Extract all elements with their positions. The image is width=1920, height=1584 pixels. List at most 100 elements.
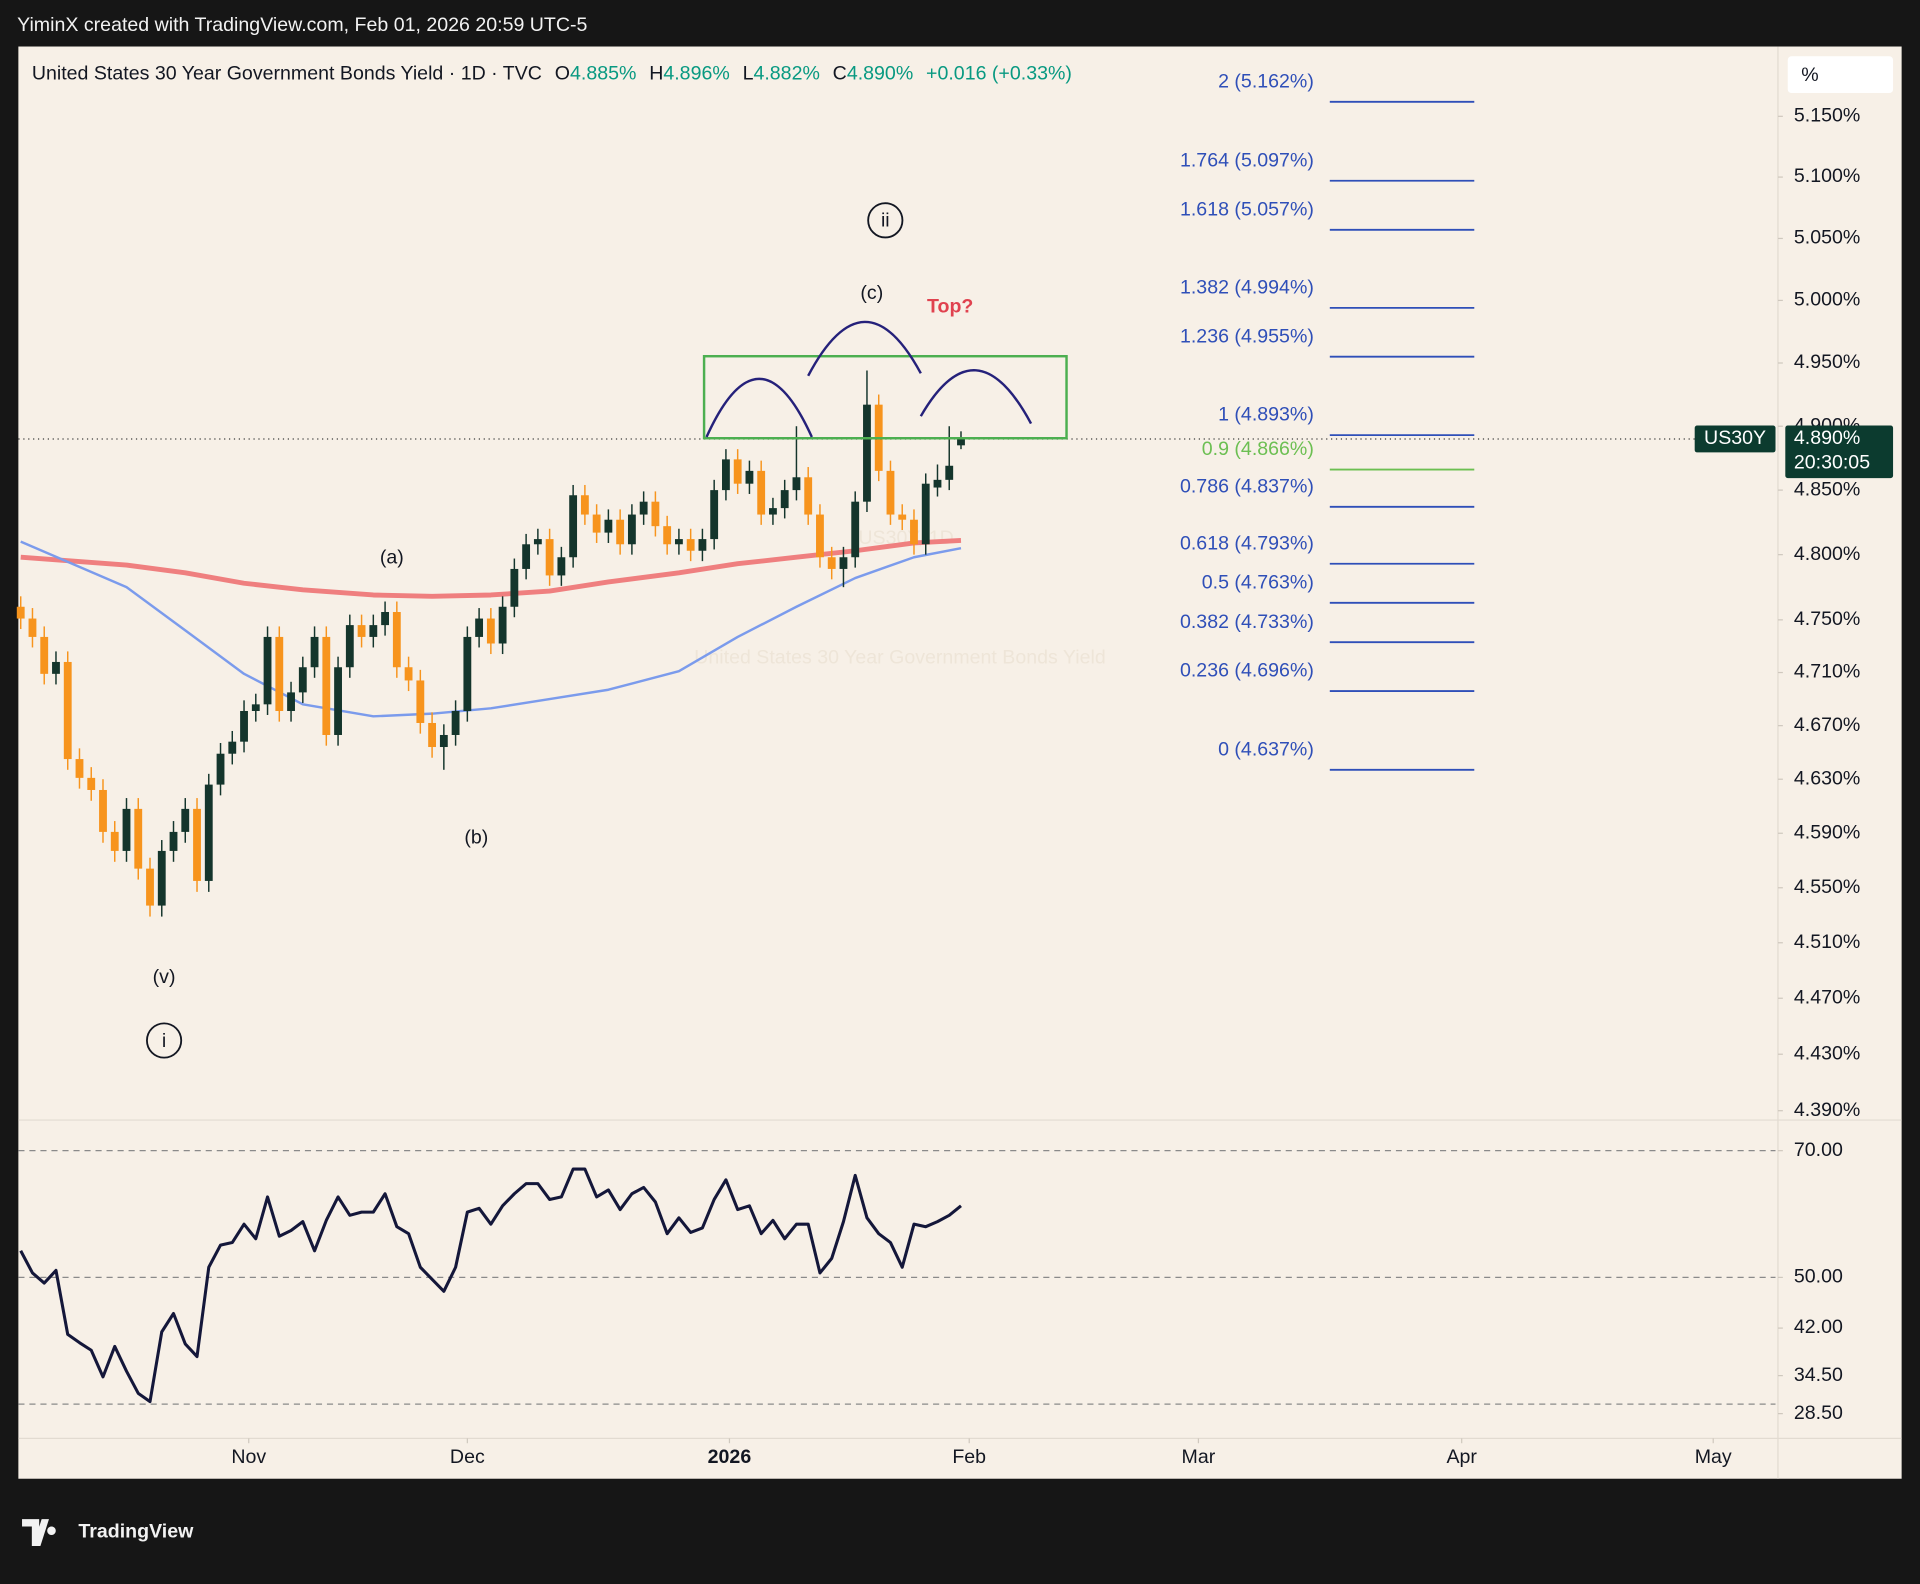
candle-body	[698, 539, 707, 551]
candle-body	[216, 753, 225, 785]
y-tick-label: 4.390%	[1794, 1099, 1860, 1121]
candle-body	[310, 636, 319, 668]
candle-body	[75, 759, 84, 778]
y-tick-label: 4.430%	[1794, 1042, 1860, 1064]
x-tick-label: Feb	[952, 1446, 986, 1468]
candle-body	[381, 611, 389, 626]
candle-body	[28, 618, 37, 637]
candle-body	[16, 606, 25, 619]
candle-body	[745, 470, 754, 484]
candle-body	[522, 544, 531, 569]
candle-body	[863, 404, 871, 502]
fib-label: 0.9 (4.866%)	[1202, 438, 1314, 460]
candle-body	[240, 710, 248, 742]
candle-body	[451, 710, 460, 735]
candle-body	[580, 495, 589, 515]
candle-body	[910, 519, 918, 545]
fib-label: 0.382 (4.733%)	[1180, 611, 1314, 633]
legend-c-value: 4.890%	[847, 63, 913, 85]
y-tick-label: 4.710%	[1794, 661, 1860, 683]
candle-body	[99, 789, 107, 832]
candle-body	[40, 636, 49, 674]
legend-change: +0.016 (+0.33%)	[926, 63, 1072, 85]
x-tick-label: Mar	[1182, 1446, 1216, 1468]
legend-h: H	[649, 63, 663, 85]
candle-body	[898, 514, 907, 520]
y-tick-label: 5.150%	[1794, 104, 1860, 126]
candle-body	[816, 514, 824, 558]
candle-body	[475, 618, 484, 637]
symbol-tag-text: US30Y	[1704, 427, 1766, 449]
candle-body	[463, 636, 472, 711]
y-tick-label: 4.550%	[1794, 876, 1860, 898]
x-tick-label: 2026	[708, 1446, 752, 1468]
price-tag-price: 4.890%	[1794, 427, 1860, 449]
fib-label: 2 (5.162%)	[1218, 70, 1314, 92]
candle-body	[322, 636, 331, 735]
wave-label: i	[162, 1030, 166, 1052]
fib-label: 1.618 (5.057%)	[1180, 198, 1314, 220]
candle-body	[134, 808, 143, 869]
candle-body	[110, 831, 119, 851]
symbol-tag	[1694, 425, 1776, 453]
candle-body	[533, 539, 542, 545]
price-tag	[1785, 425, 1894, 479]
x-tick-label: May	[1695, 1446, 1732, 1468]
candle-body	[592, 514, 601, 533]
candle-body	[616, 519, 625, 545]
candle-body	[604, 519, 613, 533]
candle-body	[674, 539, 683, 545]
candle-body	[204, 784, 213, 881]
y-tick-label: 4.750%	[1794, 608, 1860, 630]
candle-body	[792, 477, 801, 491]
candle-body	[146, 868, 154, 906]
candle-body	[663, 526, 672, 545]
fib-label: 0.5 (4.763%)	[1202, 571, 1314, 593]
candle-body	[251, 704, 260, 711]
fib-label: 0 (4.637%)	[1218, 738, 1314, 760]
logo: TradingView	[22, 1519, 194, 1547]
y-tick-label: 4.630%	[1794, 767, 1860, 789]
y-tick-label: 5.000%	[1794, 289, 1860, 311]
y-tick-label: 34.50	[1794, 1364, 1843, 1386]
candle-body	[686, 539, 695, 551]
price-tag-countdown: 20:30:05	[1794, 452, 1870, 474]
y-tick-label: 70.00	[1794, 1139, 1843, 1161]
x-tick-label: Nov	[231, 1446, 266, 1468]
candle-body	[886, 470, 895, 515]
chart-background	[18, 46, 1902, 1479]
candle-body	[627, 514, 636, 545]
candle-body	[404, 667, 413, 681]
candle-body	[63, 661, 72, 760]
shoulder-arc	[919, 369, 1033, 425]
wave-label: (a)	[380, 546, 404, 568]
candle-body	[357, 625, 366, 637]
candle-body	[122, 808, 131, 851]
candle-body	[921, 483, 930, 545]
candle-body	[392, 611, 401, 668]
rsi-line	[19, 1167, 962, 1404]
wave-label: (b)	[464, 827, 488, 849]
candle-body	[428, 722, 437, 748]
candle-body	[345, 625, 354, 668]
candle-body	[52, 661, 60, 674]
y-tick-label: 4.850%	[1794, 478, 1860, 500]
fib-label: 1.382 (4.994%)	[1180, 276, 1314, 298]
candle-body	[369, 625, 378, 637]
y-tick-label: 4.510%	[1794, 931, 1860, 953]
candle-body	[228, 741, 237, 754]
candle-body	[780, 490, 789, 509]
wave-label: (v)	[153, 966, 176, 988]
fib-label: 1.764 (5.097%)	[1180, 149, 1314, 171]
wave-label: ii	[881, 210, 890, 232]
y-tick-label: 4.590%	[1794, 821, 1860, 843]
y-tick-label: 28.50	[1794, 1402, 1843, 1424]
candle-body	[193, 808, 201, 881]
candle-body	[710, 490, 719, 540]
candle-body	[439, 734, 448, 748]
unit: %	[1801, 64, 1818, 86]
unit-box[interactable]	[1787, 56, 1894, 94]
candle-body	[275, 636, 284, 711]
legend-o-value: 4.885%	[570, 63, 636, 85]
